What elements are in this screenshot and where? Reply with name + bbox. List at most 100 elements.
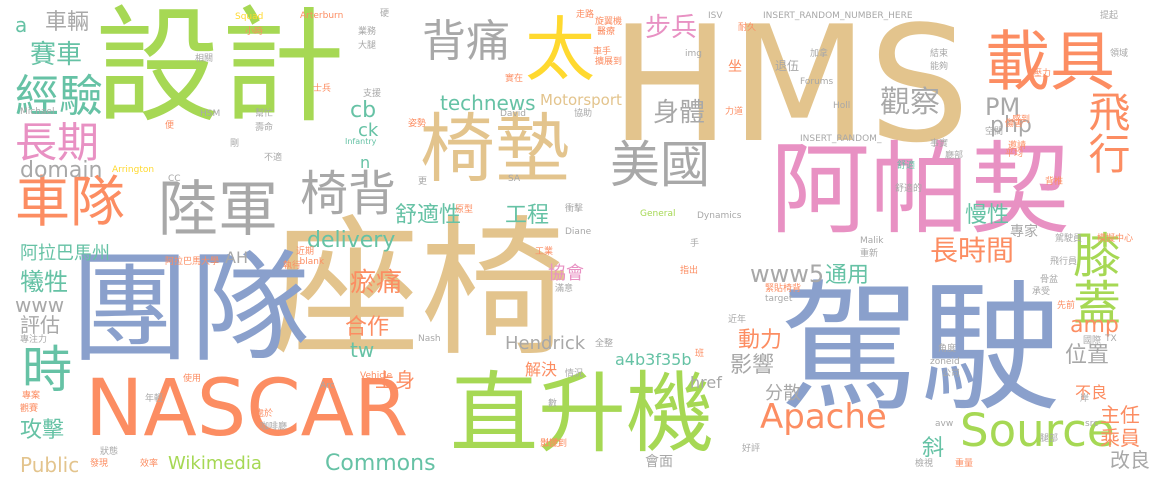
- word-xiaoshi: 小時: [245, 27, 264, 37]
- word-malik: Malik: [860, 236, 884, 246]
- word-bian: 便: [165, 121, 175, 131]
- word-shi: 時: [22, 341, 72, 399]
- word-yingxiang: 影響: [730, 353, 775, 378]
- word-bangmang: 幫忙: [255, 109, 274, 119]
- word-meiguo: 美國: [610, 136, 710, 194]
- word-sa: SA: [508, 174, 521, 184]
- word-pingjun: 平均: [1005, 149, 1024, 159]
- word-img: img: [685, 49, 702, 59]
- word-chuyu: 處於: [255, 409, 274, 419]
- word-xisheng: 犧牲: [20, 268, 68, 296]
- word-tuibu: 腿部: [1040, 434, 1059, 444]
- word-tuiwu: 退伍: [775, 59, 800, 73]
- word-yingxiangdao: 影響到: [540, 439, 568, 449]
- word-zhuanjia: 專家: [1010, 224, 1038, 240]
- word-faxian: 發現: [90, 459, 109, 469]
- word-jiashiyuan: 駕駛員: [1055, 234, 1083, 244]
- word-fensan: 分散: [765, 383, 801, 404]
- word-zhuanan: 專案: [22, 391, 41, 401]
- word-nascar: NASCAR: [85, 364, 409, 454]
- word-gandao: 感到: [1012, 115, 1031, 125]
- word-jinnian: 近年: [728, 315, 747, 325]
- word-apache-zh: 阿帕契: [770, 131, 1070, 248]
- word-chedui: 車隊: [15, 170, 126, 234]
- word-jiana: 加拿: [810, 49, 829, 59]
- word-yali: 壓力: [1033, 69, 1052, 79]
- word-changshijian: 長時間: [930, 234, 1015, 267]
- word-dynamics: Dynamics: [697, 211, 742, 221]
- word-gupen: 骨盆: [1040, 275, 1059, 285]
- word-motorsport: Motorsport: [540, 91, 622, 109]
- word-chengshou: 承受: [1032, 287, 1051, 297]
- word-bushi: 不適: [264, 153, 283, 163]
- word-squad: Squad: [235, 12, 264, 22]
- word-jintie: 緊貼椅背: [765, 284, 802, 294]
- word-zaiju: 載具: [985, 25, 1116, 100]
- word-isv: ISV: [708, 11, 723, 21]
- word-hsm: HSM: [200, 109, 221, 119]
- word-xie: 斜: [922, 436, 945, 461]
- word-zuo: 坐: [728, 59, 742, 75]
- word-lujun: 陸軍: [158, 175, 278, 245]
- word-tongyong: 通用: [825, 263, 870, 288]
- word-public: Public: [20, 453, 80, 477]
- word-amp: amp: [1070, 313, 1119, 338]
- word-yiliao: 醫療: [597, 27, 616, 37]
- word-zhuangtai: 狀態: [100, 447, 119, 457]
- word-nenggou: 能夠: [930, 62, 949, 72]
- word-gailiang: 改良: [1110, 448, 1150, 472]
- word-general: General: [640, 209, 676, 219]
- word-zishi: 姿勢: [408, 119, 427, 129]
- word-pinggu: 評估: [20, 313, 60, 337]
- word-chengyuan: 乘員: [1100, 426, 1140, 450]
- word-n: n: [360, 153, 371, 172]
- word-holl: Holl: [833, 101, 851, 111]
- word-jinqi: 近期: [296, 247, 315, 257]
- word-david: David: [500, 109, 526, 119]
- word-arterburn: Arterburn: [300, 11, 344, 21]
- word-hms: HMS: [610, 0, 970, 178]
- word-kuozhandao: 擴展到: [595, 57, 623, 67]
- word-moni: 模擬中心: [1097, 234, 1134, 244]
- word-gongye: 工業: [535, 247, 554, 257]
- word-www: www: [15, 293, 65, 317]
- word-www5: www5: [750, 260, 825, 288]
- word-huimian: 會面: [645, 454, 673, 470]
- word-saiche: 賽車: [30, 40, 83, 70]
- word-shizai: 實在: [505, 74, 524, 84]
- word-arc: Arc: [320, 381, 335, 391]
- word-tai: 太: [525, 9, 595, 91]
- word-jieshu: 結束: [930, 49, 949, 59]
- word-zhuanzhuli: 專注力: [20, 335, 48, 345]
- word-apache: Apache: [760, 397, 887, 437]
- word-yaoqing: 邀請: [1008, 141, 1027, 151]
- word-zhongliang: 重量: [955, 459, 974, 469]
- word-zhiyuan: 支援: [363, 89, 382, 99]
- word-bubing: 步兵: [645, 13, 698, 43]
- word-zoneid: zoneid: [930, 357, 960, 367]
- word-cb: cb: [350, 98, 377, 123]
- word-xuanyiji: 旋翼機: [595, 17, 623, 27]
- word-domain: domain: [20, 158, 103, 183]
- word-zhixing: 執行: [283, 261, 302, 271]
- word-ah: AH: [225, 248, 248, 267]
- word-kafeiting: 咖啡廳: [260, 422, 288, 432]
- word-shu: 數: [548, 399, 558, 409]
- word-nash: Nash: [418, 334, 441, 344]
- word-datui: 大腿: [358, 41, 377, 51]
- word-zhichu: 指出: [680, 266, 699, 276]
- word-insert-random-number: INSERT_RANDOM_NUMBER_HERE: [763, 11, 913, 21]
- word-delivery: delivery: [307, 228, 396, 253]
- word-shushixing: 舒適性: [395, 203, 462, 228]
- word-kongjian: 空間: [985, 127, 1004, 137]
- word-hezuo: 合作: [345, 315, 390, 340]
- word-quanzheng: 全整: [595, 339, 614, 349]
- word-ck: ck: [358, 120, 379, 141]
- word-shangshen: 上身: [375, 368, 415, 392]
- word-cc: CC: [168, 174, 181, 184]
- word-shushide: 舒適的: [895, 184, 923, 194]
- word-geng: 更: [418, 177, 428, 187]
- word-blank: _blank: [295, 257, 325, 267]
- word-technews: technews: [440, 91, 536, 115]
